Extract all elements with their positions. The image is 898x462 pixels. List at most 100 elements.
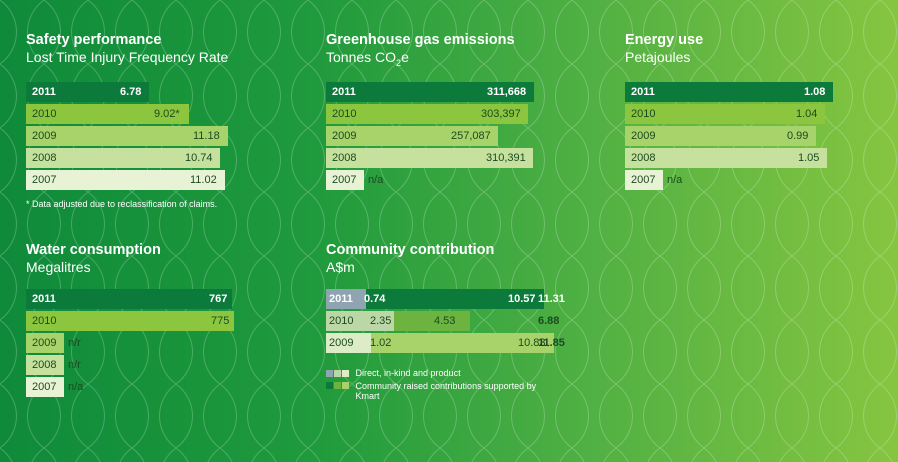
water-panel: Water consumption Megalitres <box>26 242 161 276</box>
community-direct-value: 0.74 <box>364 293 386 305</box>
community-legend-raised: Community raised contributions supported… <box>326 381 556 401</box>
safety-value-label: 10.74 <box>185 152 213 164</box>
ghg-bar-2010 <box>326 104 528 124</box>
ghg-subtitle: Tonnes CO2e <box>326 49 409 68</box>
ghg-value-label: 303,397 <box>481 108 521 120</box>
legend-swatch <box>342 382 349 389</box>
safety-bar-2010 <box>26 104 189 124</box>
energy-year-label: 2009 <box>631 130 656 142</box>
community-year-label: 2009 <box>329 337 354 349</box>
energy-subtitle: Petajoules <box>625 49 691 65</box>
community-bar-raised-2009 <box>371 333 554 353</box>
community-total-value: 11.85 <box>538 337 565 349</box>
safety-bar-2008 <box>26 148 220 168</box>
ghg-year-label: 2007 <box>332 174 357 186</box>
water-year-label: 2008 <box>32 359 57 371</box>
ghg-title: Greenhouse gas emissions <box>326 32 515 48</box>
water-value-label: n/a <box>68 381 84 393</box>
legend-label-direct: Direct, in-kind and product <box>355 368 461 378</box>
community-raised-value: 4.53 <box>434 315 456 327</box>
community-raised-value: 10.57 <box>508 293 536 305</box>
ghg-bar-2011 <box>326 82 534 102</box>
energy-year-label: 2011 <box>631 86 655 98</box>
water-bar-2007 <box>26 377 64 397</box>
ghg-value-label: n/a <box>368 174 384 186</box>
community-legend-direct: Direct, in-kind and product <box>326 369 461 378</box>
ghg-bar-2008 <box>326 148 533 168</box>
ghg-year-label: 2011 <box>332 86 356 98</box>
community-bar-direct-2010 <box>326 311 394 331</box>
energy-bar-2008 <box>625 148 827 168</box>
safety-year-label: 2007 <box>32 174 57 186</box>
safety-bar-2007 <box>26 170 225 190</box>
community-bar-direct-2011 <box>326 289 366 309</box>
community-title: Community contribution <box>326 242 495 258</box>
energy-bar-2011 <box>625 82 833 102</box>
water-year-label: 2009 <box>32 337 57 349</box>
safety-panel: Safety performance Lost Time Injury Freq… <box>26 32 228 66</box>
safety-year-label: 2010 <box>32 108 57 120</box>
legend-swatch <box>326 382 333 389</box>
energy-year-label: 2007 <box>631 174 656 186</box>
community-direct-value: 1.02 <box>370 337 392 349</box>
water-value-label: n/r <box>68 359 81 371</box>
safety-bar-2009 <box>26 126 228 146</box>
ghg-year-label: 2008 <box>332 152 357 164</box>
energy-year-label: 2010 <box>631 108 656 120</box>
safety-footnote: * Data adjusted due to reclassification … <box>26 199 218 209</box>
energy-value-label: 1.05 <box>798 152 820 164</box>
community-panel: Community contribution A$m <box>326 242 494 276</box>
water-year-label: 2007 <box>32 381 57 393</box>
safety-value-label: 6.78 <box>120 86 142 98</box>
water-title: Water consumption <box>26 242 161 258</box>
energy-bar-2009 <box>625 126 816 146</box>
water-value-label: 775 <box>211 315 230 327</box>
energy-value-label: n/a <box>667 174 683 186</box>
water-bar-2009 <box>26 333 64 353</box>
energy-value-label: 0.99 <box>787 130 809 142</box>
community-year-label: 2010 <box>329 315 354 327</box>
water-bar-2008 <box>26 355 64 375</box>
ghg-value-label: 311,668 <box>487 86 527 98</box>
energy-value-label: 1.04 <box>796 108 818 120</box>
energy-title: Energy use <box>625 32 704 48</box>
community-bar-raised-2011 <box>366 289 544 309</box>
community-raised-value: 10.83 <box>518 337 546 349</box>
safety-value-label: 11.18 <box>193 130 220 142</box>
legend-swatch <box>342 370 349 377</box>
water-value-label: 767 <box>209 293 228 305</box>
water-bar-2010 <box>26 311 234 331</box>
community-bar-direct-2009 <box>326 333 371 353</box>
energy-panel: Energy use Petajoules <box>625 32 703 66</box>
ghg-year-label: 2010 <box>332 108 357 120</box>
water-subtitle: Megalitres <box>26 259 91 275</box>
legend-swatch <box>326 370 333 377</box>
ghg-value-label: 257,087 <box>451 130 491 142</box>
water-year-label: 2011 <box>32 293 56 305</box>
safety-year-label: 2009 <box>32 130 57 142</box>
safety-value-label: 11.02 <box>190 174 217 186</box>
community-total-value: 11.31 <box>538 293 565 305</box>
water-bar-2011 <box>26 289 232 309</box>
energy-bar-2010 <box>625 104 825 124</box>
community-bar-raised-2010 <box>394 311 470 331</box>
community-year-label: 2011 <box>329 293 353 305</box>
safety-title: Safety performance <box>26 32 162 48</box>
ghg-bar-2007 <box>326 170 364 190</box>
community-subtitle: A$m <box>326 259 355 275</box>
community-total-value: 6.88 <box>538 315 560 327</box>
energy-year-label: 2008 <box>631 152 656 164</box>
ghg-bar-2009 <box>326 126 498 146</box>
safety-bar-2011 <box>26 82 149 102</box>
ghg-year-label: 2009 <box>332 130 357 142</box>
energy-value-label: 1.08 <box>804 86 826 98</box>
safety-subtitle: Lost Time Injury Frequency Rate <box>26 49 229 65</box>
water-value-label: n/r <box>68 337 81 349</box>
legend-swatch <box>334 370 341 377</box>
legend-label-raised: Community raised contributions supported… <box>355 381 537 401</box>
ghg-panel: Greenhouse gas emissions Tonnes CO2e <box>326 32 515 72</box>
safety-year-label: 2008 <box>32 152 57 164</box>
ghg-value-label: 310,391 <box>486 152 526 164</box>
energy-bar-2007 <box>625 170 663 190</box>
